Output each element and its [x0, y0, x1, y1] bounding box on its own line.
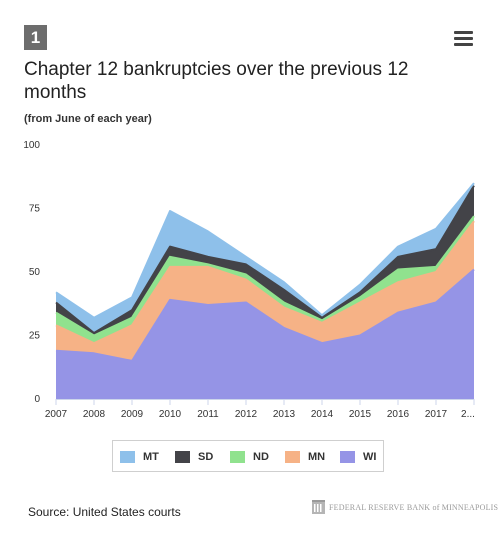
legend-label: MT	[143, 451, 159, 463]
x-tick-label: 2009	[121, 409, 144, 420]
fed-logo: FEDERAL RESERVE BANK of MINNEAPOLIS	[312, 500, 498, 514]
x-tick-label: 2010	[159, 409, 182, 420]
y-tick-label: 75	[29, 204, 41, 215]
legend-label: ND	[253, 451, 269, 463]
chart-number-badge: 1	[24, 25, 47, 50]
y-tick-label: 50	[29, 267, 41, 278]
legend-swatch	[175, 451, 190, 463]
chart-title: Chapter 12 bankruptcies over the previou…	[24, 59, 409, 103]
y-tick-label: 25	[29, 331, 41, 342]
x-tick-label: 2012	[235, 409, 258, 420]
source-note: Source: United States courts	[28, 505, 181, 519]
y-tick-label: 100	[23, 140, 40, 151]
hamburger-icon[interactable]	[454, 31, 473, 47]
area-nd[interactable]	[56, 216, 474, 344]
area-mn[interactable]	[56, 221, 474, 361]
x-tick-label: 2...	[461, 409, 475, 420]
line-sd	[55, 185, 475, 334]
x-axis: 2007 2008 2009 2010 2011 2012 2013 2014 2015 2016…	[45, 399, 475, 420]
legend-swatch	[285, 451, 300, 463]
chart-subtitle: (from June of each year)	[24, 113, 152, 125]
x-tick-label: 2016	[387, 409, 410, 420]
x-tick-label: 2011	[197, 409, 219, 420]
area-wi[interactable]	[56, 269, 474, 400]
area-series-group	[55, 182, 475, 400]
legend-label: SD	[198, 451, 214, 463]
x-tick-label: 2007	[45, 409, 68, 420]
legend-label: WI	[363, 451, 377, 463]
area-mt[interactable]	[56, 183, 474, 333]
line-mn	[55, 220, 475, 345]
y-tick-label: 0	[34, 394, 40, 405]
x-tick-label: 2008	[83, 409, 106, 420]
line-nd	[55, 215, 475, 337]
line-wi	[55, 268, 475, 362]
line-mt	[55, 182, 475, 319]
x-tick-label: 2014	[311, 409, 334, 420]
legend-label: MN	[308, 451, 326, 463]
legend-swatch	[120, 451, 135, 463]
legend-swatch	[230, 451, 245, 463]
x-tick-label: 2015	[349, 409, 372, 420]
x-tick-label: 2013	[273, 409, 296, 420]
legend-swatch	[340, 451, 355, 463]
y-axis: 0 25 50 75 100	[23, 140, 40, 405]
x-tick-label: 2017	[425, 409, 448, 420]
legend: MT SD ND MN WI	[112, 440, 384, 472]
logo-text: FEDERAL RESERVE BANK of MINNEAPOLIS	[329, 502, 499, 512]
building-icon	[312, 500, 325, 514]
